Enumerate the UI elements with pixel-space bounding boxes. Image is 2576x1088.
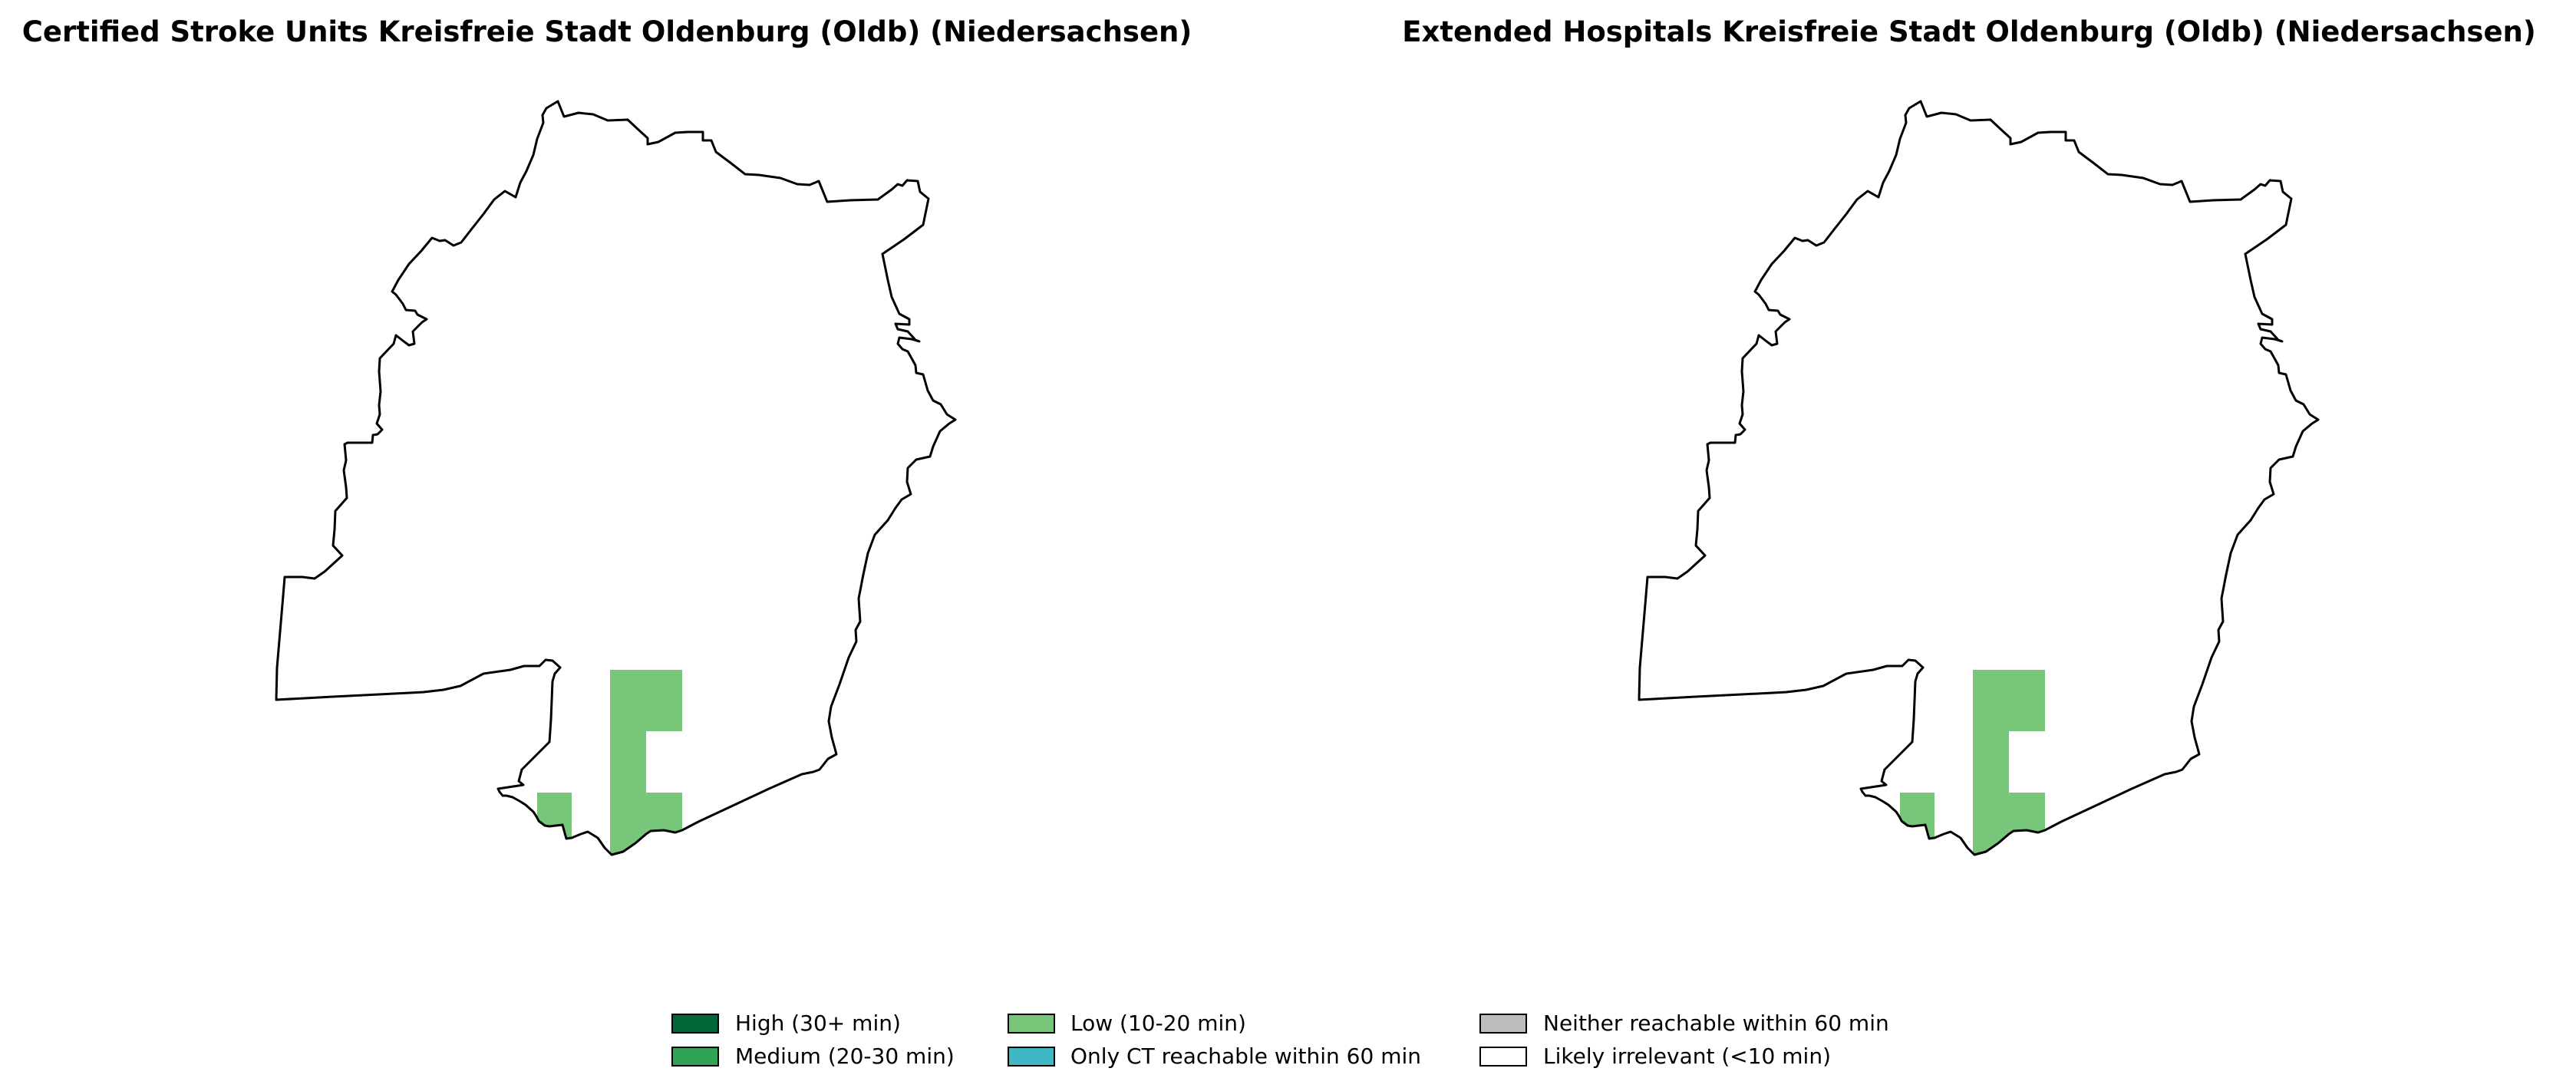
legend-swatch — [671, 1047, 719, 1067]
legend-item: High (30+ min) — [671, 1011, 901, 1036]
low-reach-cell — [610, 670, 682, 855]
low-reach-cell — [1973, 670, 2045, 855]
legend-swatch — [671, 1014, 719, 1034]
map-title: Certified Stroke Units Kreisfreie Stadt … — [22, 15, 1192, 48]
legend-label: High (30+ min) — [735, 1011, 901, 1036]
legend-swatch — [1479, 1014, 1527, 1034]
map-panel-certified-stroke-units: Certified Stroke Units Kreisfreie Stadt … — [22, 15, 1192, 856]
legend-swatch — [1008, 1014, 1055, 1034]
district-map — [1638, 100, 2320, 856]
legend-swatch — [1479, 1047, 1527, 1067]
legend-item: Likely irrelevant (<10 min) — [1479, 1043, 1831, 1069]
legend-item: Low (10-20 min) — [1008, 1011, 1246, 1036]
legend-item: Medium (20-30 min) — [671, 1043, 955, 1069]
legend-label: Only CT reachable within 60 min — [1070, 1043, 1421, 1069]
district-map — [275, 100, 957, 856]
legend-label: Low (10-20 min) — [1070, 1011, 1246, 1036]
legend-swatch — [1008, 1047, 1055, 1067]
map-panel-extended-hospitals: Extended Hospitals Kreisfreie Stadt Olde… — [1402, 15, 2536, 856]
legend-label: Medium (20-30 min) — [735, 1043, 955, 1069]
legend: High (30+ min) Medium (20-30 min) Low (1… — [671, 1011, 1889, 1069]
legend-label: Likely irrelevant (<10 min) — [1543, 1043, 1831, 1069]
map-title: Extended Hospitals Kreisfreie Stadt Olde… — [1402, 15, 2536, 48]
legend-label: Neither reachable within 60 min — [1543, 1011, 1889, 1036]
legend-item: Neither reachable within 60 min — [1479, 1011, 1889, 1036]
legend-item: Only CT reachable within 60 min — [1008, 1043, 1421, 1069]
